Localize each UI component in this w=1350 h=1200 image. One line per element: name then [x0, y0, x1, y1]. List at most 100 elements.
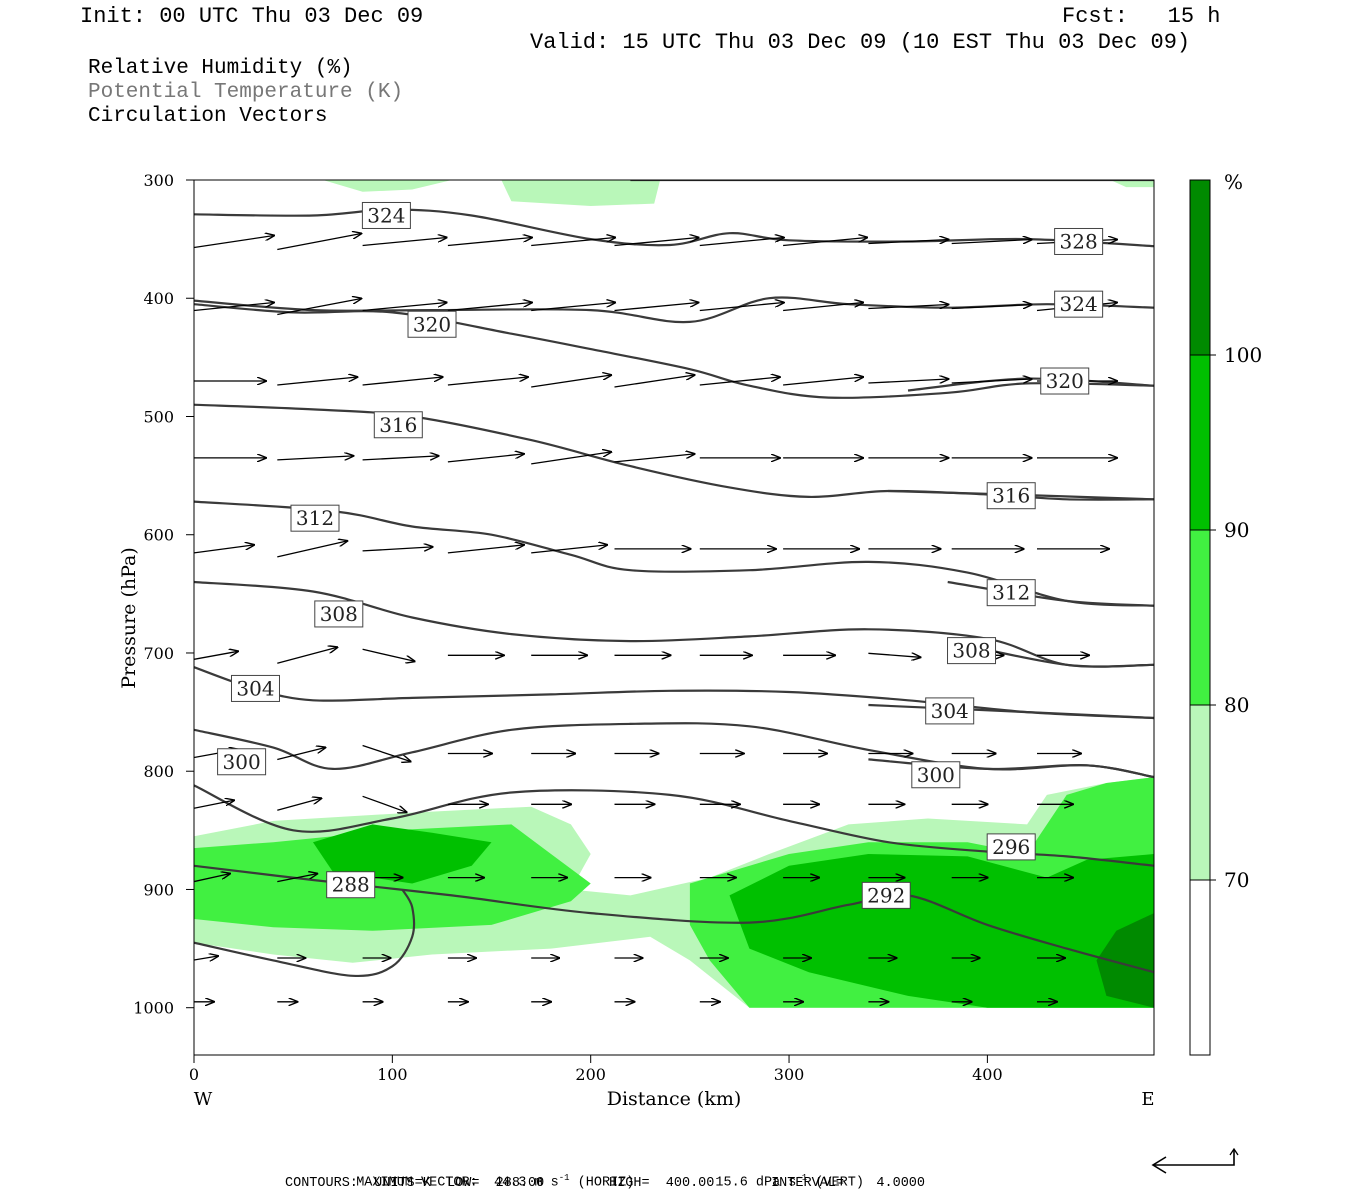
horiz-exponent: -1	[558, 1173, 570, 1183]
circulation-vector	[277, 541, 347, 558]
colorbar-swatch	[1190, 705, 1210, 880]
circulation-vector	[447, 454, 524, 463]
circulation-vector	[362, 456, 439, 461]
circulation-vector	[362, 303, 447, 312]
circulation-vector	[194, 956, 218, 960]
contour-label-box	[1040, 367, 1090, 395]
circulation-vector	[951, 305, 1032, 310]
vert-exponent: -1	[796, 1173, 808, 1183]
y-tick-label: 700	[143, 644, 174, 663]
colorbar-level-label: 70	[1224, 868, 1249, 892]
circulation-vector	[447, 238, 532, 247]
contour-label-box	[986, 482, 1036, 510]
contour-label-box	[986, 833, 1036, 861]
circulation-vector	[362, 648, 415, 661]
circulation-vector	[277, 798, 321, 811]
plot-frame	[193, 179, 1155, 1056]
circulation-vector	[699, 303, 784, 312]
contour-label: 324	[367, 203, 405, 227]
contour-label: 308	[952, 639, 990, 663]
horiz-tag: (HORIZ)	[569, 1175, 635, 1191]
y-tick-label: 900	[143, 880, 174, 899]
circulation-vector	[362, 795, 407, 812]
x-tick-label: 300	[774, 1065, 805, 1084]
circulation-vector	[277, 647, 337, 664]
colorbar-unit: %	[1224, 170, 1243, 194]
contour-label-box	[230, 674, 280, 702]
circulation-vector	[699, 377, 780, 386]
contour-label-box	[925, 697, 975, 725]
contour-label: 304	[931, 699, 969, 723]
circulation-vector	[194, 651, 238, 660]
x-tick-label: 0	[189, 1065, 199, 1084]
y-axis-title: Pressure (hPa)	[118, 547, 140, 689]
circulation-vector	[951, 379, 1032, 384]
colorbar-frame	[1189, 179, 1211, 1056]
colorbar: 70 80 90 100%	[1189, 170, 1262, 1056]
theta-contour-324	[194, 296, 1154, 324]
contour-label-box	[217, 748, 267, 776]
contour-label: 292	[867, 883, 905, 907]
colorbar-swatch	[1190, 180, 1210, 355]
circulation-vector	[531, 452, 611, 465]
circulation-vector	[277, 874, 317, 883]
field-rh: Relative Humidity (%)	[88, 57, 353, 80]
circulation-vector	[277, 299, 361, 316]
circulation-vector	[868, 305, 948, 310]
colorbar-swatch	[1190, 880, 1210, 1055]
circulation-vector	[783, 303, 863, 312]
circulation-vector	[362, 744, 411, 762]
colorbar-level-label: 100	[1224, 343, 1262, 367]
axes: 300 400 500 600 700 800 900 1000 0 100 200 300 400	[133, 171, 1002, 1084]
contour-label-box	[326, 871, 376, 899]
contour-label-box	[314, 600, 364, 628]
circulation-vector	[868, 379, 948, 384]
contour-label: 324	[1060, 292, 1098, 316]
circulation-vector	[531, 303, 615, 312]
theta-contour-312	[947, 580, 1154, 607]
x-tick-label: 200	[575, 1065, 606, 1084]
contour-label-box	[290, 504, 340, 532]
contour-label-box	[373, 411, 423, 439]
forecast-hour: Fcst: 15 h	[1062, 4, 1221, 29]
contour-label: 300	[917, 763, 955, 787]
circulation-vector	[277, 748, 325, 761]
contour-label-box	[407, 310, 457, 338]
field-theta: Potential Temperature (K)	[88, 81, 404, 104]
circulation-vector	[362, 238, 447, 247]
y-tick-label: 300	[143, 171, 174, 190]
circulation-vector	[277, 234, 361, 251]
contour-label: 316	[379, 413, 417, 437]
circulation-vector	[614, 454, 695, 463]
circulation-vector	[194, 800, 234, 809]
valid-time: Valid: 15 UTC Thu 03 Dec 09 (10 EST Thu …	[530, 30, 1191, 55]
circulation-vector	[868, 653, 920, 657]
max-vector-line: MAXIMUM VECTOR: 44.3 m s-1 (HORIZ) 15.6 …	[340, 1158, 864, 1191]
reference-vector-icon	[1151, 1148, 1239, 1174]
x-tick-label: 100	[377, 1065, 408, 1084]
circulation-vector	[447, 545, 524, 554]
contour-label: 316	[992, 484, 1030, 508]
contour-labels: 324 328 320 324 320 316 316 312 312 308 308 304 304 3…	[217, 201, 1104, 909]
circulation-vector	[362, 547, 433, 552]
y-tick-label: 1000	[133, 999, 174, 1018]
theta-contour-320	[194, 303, 1154, 399]
circulation-vector	[277, 456, 353, 461]
circulation-vector	[699, 238, 784, 247]
circulation-vector	[194, 236, 274, 249]
colorbar-level-label: 90	[1224, 518, 1249, 542]
circulation-vector	[277, 377, 357, 386]
contour-label: 308	[320, 602, 358, 626]
contour-label-box	[911, 761, 961, 789]
vert-tag: (VERT)	[807, 1175, 864, 1191]
y-tick-label: 600	[143, 526, 174, 545]
theta-contour-304	[194, 666, 1154, 720]
circulation-vector	[531, 545, 607, 554]
rh-region-70	[1110, 180, 1154, 188]
rh-region-70	[501, 180, 661, 206]
contour-label-box	[361, 201, 411, 229]
y-tick-label: 800	[143, 762, 174, 781]
theta-contour-288	[194, 888, 416, 978]
contour-label: 320	[413, 312, 451, 336]
x-end-west: W	[194, 1089, 213, 1110]
